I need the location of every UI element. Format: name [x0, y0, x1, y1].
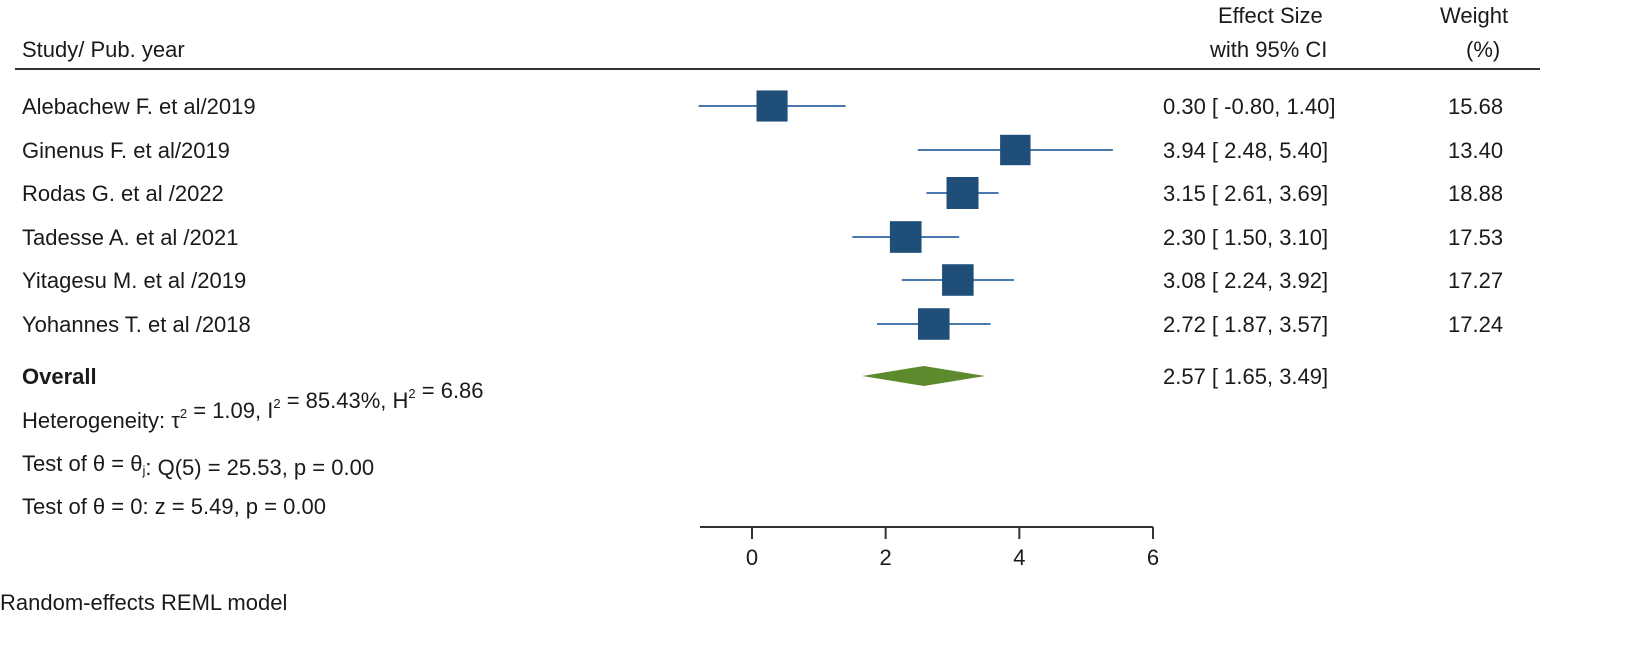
weight-value: 17.27 — [1448, 268, 1503, 293]
overall-diamond — [862, 366, 986, 386]
effect-marker — [942, 264, 974, 296]
superscript: 2 — [180, 406, 187, 421]
study-name: Tadesse A. et al /2021 — [22, 225, 239, 250]
subscript: j — [141, 463, 145, 478]
header-effect-size: Effect Size — [1218, 3, 1323, 28]
header-weight-percent: (%) — [1466, 37, 1500, 62]
weight-value: 15.68 — [1448, 94, 1503, 119]
weight-value: 18.88 — [1448, 181, 1503, 206]
ci-value: 3.15 [ 2.61, 3.69] — [1163, 181, 1328, 206]
effect-marker — [756, 90, 788, 122]
x-tick-label: 4 — [1013, 545, 1025, 570]
header-study: Study/ Pub. year — [22, 37, 185, 62]
stat-text: Heterogeneity: τ — [22, 408, 180, 433]
x-tick-label: 6 — [1147, 545, 1159, 570]
stat-text: = 1.09, I — [187, 398, 273, 423]
effect-marker — [1000, 134, 1031, 166]
stat-text: = 85.43%, H — [281, 388, 409, 413]
weight-value: 13.40 — [1448, 138, 1503, 163]
study-name: Yitagesu M. et al /2019 — [22, 268, 246, 293]
ci-value: 2.72 [ 1.87, 3.57] — [1163, 312, 1328, 337]
stat-text: Test of θ = θ — [22, 451, 142, 476]
header-with-95-ci: with 95% CI — [1209, 37, 1327, 62]
superscript: 2 — [408, 386, 415, 401]
weight-value: 17.24 — [1448, 312, 1503, 337]
x-tick-label: 2 — [880, 545, 892, 570]
header-weight: Weight — [1440, 3, 1508, 28]
study-name: Alebachew F. et al/2019 — [22, 94, 256, 119]
test-theta-j: Test of θ = θj: Q(5) = 25.53, p = 0.00 — [22, 451, 374, 480]
study-name: Yohannes T. et al /2018 — [22, 312, 251, 337]
stat-text: = 6.86 — [416, 378, 484, 403]
effect-marker — [946, 177, 979, 209]
ci-value: 3.08 [ 2.24, 3.92] — [1163, 268, 1328, 293]
model-footnote: Random-effects REML model — [0, 590, 287, 615]
study-name: Ginenus F. et al/2019 — [22, 138, 230, 163]
effect-marker — [918, 308, 950, 340]
study-name: Rodas G. et al /2022 — [22, 181, 224, 206]
stat-text: : Q(5) = 25.53, p = 0.00 — [145, 455, 374, 480]
ci-value: 0.30 [ -0.80, 1.40] — [1163, 94, 1335, 119]
ci-value: 3.94 [ 2.48, 5.40] — [1163, 138, 1328, 163]
x-tick-label: 0 — [746, 545, 758, 570]
overall-label: Overall — [22, 364, 97, 389]
effect-marker — [889, 221, 922, 253]
heterogeneity-stats: Heterogeneity: τ2 = 1.09, I2 = 85.43%, H… — [22, 378, 484, 433]
superscript: 2 — [273, 396, 280, 411]
weight-value: 17.53 — [1448, 225, 1503, 250]
overall-ci-value: 2.57 [ 1.65, 3.49] — [1163, 364, 1328, 389]
ci-value: 2.30 [ 1.50, 3.10] — [1163, 225, 1328, 250]
test-theta-0: Test of θ = 0: z = 5.49, p = 0.00 — [22, 494, 326, 519]
